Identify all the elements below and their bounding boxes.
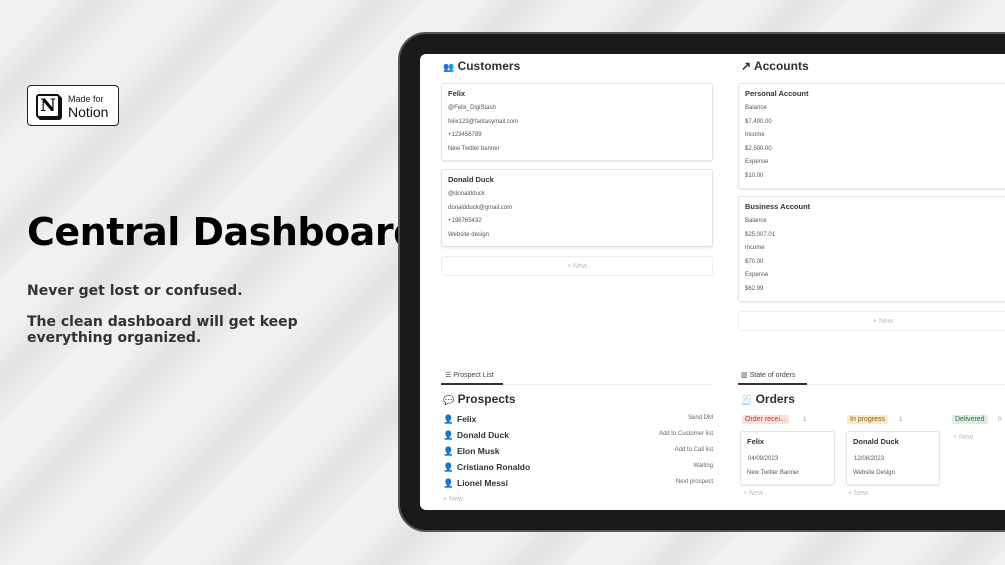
tab-prospect-list[interactable]: ☰ Prospect List xyxy=(445,371,494,379)
divider xyxy=(738,384,1005,385)
prospects-title: Prospects xyxy=(457,392,516,406)
customer-handle: @Felix_DigiStash xyxy=(448,105,496,111)
income-value: $2,500.00 xyxy=(745,145,772,152)
group-in-progress[interactable]: In progress xyxy=(847,415,889,424)
notion-screen: 👥 Customers Felix @Felix_DigiStash felix… xyxy=(420,54,1005,510)
prospects-new-button[interactable]: + New xyxy=(443,496,464,503)
order-card[interactable]: Donald Duck 12/08/2023 Website Design xyxy=(846,431,940,485)
prospect-status: Waiting xyxy=(693,463,713,469)
order-item: New Twitter Banner xyxy=(747,469,800,476)
tab-underline xyxy=(441,383,503,385)
person-icon: 👤 xyxy=(443,446,454,456)
delivered-new-button[interactable]: + New xyxy=(953,434,974,441)
customer-project: Website design xyxy=(448,231,489,238)
made-for-notion-badge: N Made for Notion xyxy=(27,85,119,126)
tab-state-of-orders[interactable]: ▥ State of orders xyxy=(741,371,796,379)
accounts-title: Accounts xyxy=(753,59,809,73)
tab-underline xyxy=(738,383,807,385)
badge-small-text: Made for xyxy=(68,94,104,104)
prospect-row[interactable]: 👤 Felix Send DM xyxy=(443,414,713,428)
person-icon: 👤 xyxy=(443,430,454,440)
order-item: Website Design xyxy=(853,469,895,476)
order-customer: Donald Duck xyxy=(853,437,899,446)
promo-line-1: Never get lost or confused. xyxy=(27,283,243,299)
income-label: Income xyxy=(745,132,765,139)
expense-label: Expense xyxy=(745,159,769,166)
prospect-name: Felix xyxy=(457,414,477,424)
income-value: $70.00 xyxy=(745,258,764,265)
order-date: 12/08/2023 xyxy=(854,456,885,462)
order-card[interactable]: Felix 04/09/2023 New Twitter Banner xyxy=(740,431,835,485)
customer-card[interactable]: Felix @Felix_DigiStash felix123@fantasym… xyxy=(441,83,713,161)
person-icon: 👤 xyxy=(443,478,454,488)
customer-card[interactable]: Donald Duck @donaldduck donaldduck@gmail… xyxy=(441,169,713,247)
customer-phone: +198765432 xyxy=(448,218,482,225)
balance-label: Balance xyxy=(745,105,767,111)
group-delivered[interactable]: Delivered xyxy=(952,415,988,424)
account-card[interactable]: Personal Account Balance $7,490.00 Incom… xyxy=(738,83,1005,189)
prospect-name: Donald Duck xyxy=(457,430,509,440)
prospect-status: Add to Call list xyxy=(674,447,713,453)
customer-email: donaldduck@gmail.com xyxy=(448,204,513,211)
accounts-heading: ↗ Accounts xyxy=(741,59,809,73)
prospect-status: Send DM xyxy=(687,415,713,421)
orders-heading: 🧾 Orders xyxy=(741,392,795,406)
receipt-icon: 🧾 xyxy=(741,395,753,405)
expense-value: $62.99 xyxy=(745,285,764,292)
tab-label: Prospect List xyxy=(453,372,494,379)
group-count: 1 xyxy=(803,416,807,423)
group-count: 1 xyxy=(899,416,903,423)
board-icon: ▥ xyxy=(741,372,748,379)
people-icon: 👥 xyxy=(443,62,455,72)
balance-value: $25,007.01 xyxy=(745,231,776,238)
notion-logo-icon: N xyxy=(36,94,60,118)
prospect-row[interactable]: 👤 Donald Duck Add to Customer list xyxy=(443,430,713,444)
prospect-row[interactable]: 👤 Elon Musk Add to Call list xyxy=(443,446,713,460)
group-count: 0 xyxy=(998,416,1002,423)
balance-label: Balance xyxy=(745,218,767,224)
list-icon: ☰ xyxy=(445,372,452,379)
person-icon: 👤 xyxy=(443,462,454,472)
order-received-new-button[interactable]: + New xyxy=(743,490,764,497)
tab-label: State of orders xyxy=(749,372,796,379)
account-name: Personal Account xyxy=(745,89,809,98)
promo-line-2: The clean dashboard will get keep everyt… xyxy=(27,314,298,346)
customers-title: Customers xyxy=(457,59,521,73)
customer-name: Felix xyxy=(448,89,466,98)
prospect-status: Next prospect xyxy=(675,479,713,485)
divider xyxy=(441,384,713,385)
orders-title: Orders xyxy=(755,392,795,406)
prospect-name: Elon Musk xyxy=(457,446,500,456)
account-name: Business Account xyxy=(745,202,811,211)
accounts-new-button[interactable]: + New xyxy=(738,311,1005,331)
account-card[interactable]: Business Account Balance $25,007.01 Inco… xyxy=(738,196,1005,302)
customer-project: New Twitter banner xyxy=(448,145,500,152)
group-order-received[interactable]: Order recei... xyxy=(742,415,789,424)
prospect-name: Cristiano Ronaldo xyxy=(457,462,531,472)
expense-label: Expense xyxy=(745,272,769,279)
prospect-name: Lionel Messi xyxy=(457,478,509,488)
order-date: 04/09/2023 xyxy=(748,456,779,462)
balance-value: $7,490.00 xyxy=(745,118,772,125)
prospects-heading: 💬 Prospects xyxy=(443,392,516,406)
customer-handle: @donaldduck xyxy=(448,191,485,197)
prospect-row[interactable]: 👤 Cristiano Ronaldo Waiting xyxy=(443,462,713,476)
arrow-up-right-icon: ↗ xyxy=(741,59,752,73)
customers-heading: 👥 Customers xyxy=(443,59,520,73)
prospect-row[interactable]: 👤 Lionel Messi Next prospect xyxy=(443,478,713,492)
expense-value: $10.00 xyxy=(745,172,764,179)
customer-email: felix123@fantasymail.com xyxy=(448,118,519,125)
person-icon: 👤 xyxy=(443,414,454,424)
customer-phone: +123456789 xyxy=(448,132,482,139)
promo-title: Central Dashboard xyxy=(27,210,420,254)
order-customer: Felix xyxy=(747,437,765,446)
chat-icon: 💬 xyxy=(443,395,455,405)
badge-big-text: Notion xyxy=(68,104,109,120)
income-label: Income xyxy=(745,245,765,252)
customer-name: Donald Duck xyxy=(448,175,494,184)
customers-new-button[interactable]: + New xyxy=(441,256,713,276)
prospect-status: Add to Customer list xyxy=(658,431,713,437)
in-progress-new-button[interactable]: + New xyxy=(848,490,869,497)
